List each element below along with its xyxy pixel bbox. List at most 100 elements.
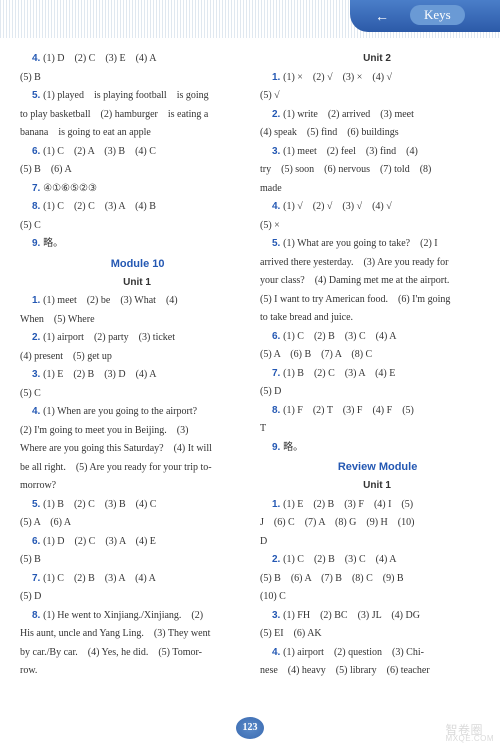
answer-line: your class? (4) Daming met me at the air… xyxy=(260,272,482,291)
answer-line: 5. (1) played is playing football is goi… xyxy=(20,87,242,106)
answer-line: (5) × xyxy=(260,217,482,236)
answer-line: 7. (1) B (2) C (3) A (4) E xyxy=(260,365,482,384)
watermark: 智卷圈 MXQE.COM xyxy=(446,721,494,743)
footer: 123 xyxy=(0,717,500,739)
answer-line: (4) speak (5) find (6) buildings xyxy=(260,124,482,143)
answer-number: 5. xyxy=(32,499,43,510)
answer-number: 8. xyxy=(272,405,283,416)
answer-line: try (5) soon (6) nervous (7) told (8) xyxy=(260,161,482,180)
answer-number: 7. xyxy=(272,368,283,379)
answer-line: 4. (1) airport (2) question (3) Chi- xyxy=(260,644,482,663)
answer-line: 4. (1) When are you going to the airport… xyxy=(20,403,242,422)
answer-line: be all right. (5) Are you ready for your… xyxy=(20,459,242,478)
answer-line: (5) √ xyxy=(260,87,482,106)
answer-line: 7. ④①⑥⑤②③ xyxy=(20,180,242,199)
answer-line: His aunt, uncle and Yang Ling. (3) They … xyxy=(20,625,242,644)
answer-number: 4. xyxy=(272,201,283,212)
answer-line: 1. (1) × (2) √ (3) × (4) √ xyxy=(260,69,482,88)
answer-line: 3. (1) meet (2) feel (3) find (4) xyxy=(260,143,482,162)
answer-line: Unit 1 xyxy=(260,477,482,496)
page-number: 123 xyxy=(236,717,264,739)
answer-number: 5. xyxy=(272,238,283,249)
answer-line: 3. (1) FH (2) BC (3) JL (4) DG xyxy=(260,607,482,626)
answer-number: 6. xyxy=(272,331,283,342)
answer-line: to take bread and juice. xyxy=(260,309,482,328)
answer-line: (5) D xyxy=(260,383,482,402)
answer-line: morrow? xyxy=(20,477,242,496)
answer-line: T xyxy=(260,420,482,439)
answer-number: 4. xyxy=(32,53,43,64)
answer-line: (5) A (6) B (7) A (8) C xyxy=(260,346,482,365)
answer-line: 2. (1) C (2) B (3) C (4) A xyxy=(260,551,482,570)
answer-line: (2) I'm going to meet you in Beijing. (3… xyxy=(20,422,242,441)
answer-line: 2. (1) write (2) arrived (3) meet xyxy=(260,106,482,125)
answer-line: 2. (1) airport (2) party (3) ticket xyxy=(20,329,242,348)
arrow-left-icon: ← xyxy=(375,10,389,26)
answer-line: banana is going to eat an apple xyxy=(20,124,242,143)
answer-number: 6. xyxy=(32,146,43,157)
answer-line: 1. (1) meet (2) be (3) What (4) xyxy=(20,292,242,311)
answer-line: 1. (1) E (2) B (3) F (4) I (5) xyxy=(260,496,482,515)
answer-number: 1. xyxy=(32,295,43,306)
answer-line: 8. (1) He went to Xinjiang./Xinjiang. (2… xyxy=(20,607,242,626)
answer-line: made xyxy=(260,180,482,199)
keys-label: Keys xyxy=(410,5,465,25)
answer-line: (5) I want to try American food. (6) I'm… xyxy=(260,291,482,310)
answer-line: When (5) Where xyxy=(20,311,242,330)
answer-line: Unit 2 xyxy=(260,50,482,69)
answer-number: 4. xyxy=(272,647,283,658)
header-strip: ← Keys xyxy=(0,0,500,38)
answer-number: 5. xyxy=(32,90,43,101)
answer-line: 7. (1) C (2) B (3) A (4) A xyxy=(20,570,242,589)
answer-line: (5) EI (6) AK xyxy=(260,625,482,644)
answer-line: 3. (1) E (2) B (3) D (4) A xyxy=(20,366,242,385)
answer-number: 8. xyxy=(32,201,43,212)
answer-line: 5. (1) B (2) C (3) B (4) C xyxy=(20,496,242,515)
answer-line: Where are you going this Saturday? (4) I… xyxy=(20,440,242,459)
answer-line: (5) B (6) A xyxy=(20,161,242,180)
answer-line: 8. (1) C (2) C (3) A (4) B xyxy=(20,198,242,217)
answer-line: (4) present (5) get up xyxy=(20,348,242,367)
answer-line: to play basketball (2) hamburger is eati… xyxy=(20,106,242,125)
answer-number: 2. xyxy=(272,109,283,120)
answer-line: (5) B xyxy=(20,551,242,570)
answer-line: 6. (1) C (2) A (3) B (4) C xyxy=(20,143,242,162)
answer-line: 9. 略。 xyxy=(20,235,242,254)
answer-line: (5) C xyxy=(20,385,242,404)
answer-number: 2. xyxy=(272,554,283,565)
answer-number: 1. xyxy=(272,72,283,83)
keys-tab: ← Keys xyxy=(350,0,500,32)
answer-key-body: 4. (1) D (2) C (3) E (4) A(5) B5. (1) pl… xyxy=(0,38,500,703)
answer-line: 4. (1) √ (2) √ (3) √ (4) √ xyxy=(260,198,482,217)
answer-number: 8. xyxy=(32,610,43,621)
answer-line: (5) D xyxy=(20,588,242,607)
watermark-sub: MXQE.COM xyxy=(446,734,494,743)
answer-line: (5) A (6) A xyxy=(20,514,242,533)
answer-line: (5) B xyxy=(20,69,242,88)
answer-number: 7. xyxy=(32,573,43,584)
answer-line: nese (4) heavy (5) library (6) teacher xyxy=(260,662,482,681)
answer-line: J (6) C (7) A (8) G (9) H (10) xyxy=(260,514,482,533)
answer-number: 9. xyxy=(272,442,283,453)
answer-number: 3. xyxy=(272,610,283,621)
answer-line: 6. (1) C (2) B (3) C (4) A xyxy=(260,328,482,347)
answer-number: 4. xyxy=(32,406,43,417)
answer-number: 3. xyxy=(272,146,283,157)
answer-line: row. xyxy=(20,662,242,681)
answer-line: Review Module xyxy=(260,457,482,477)
answer-line: (5) C xyxy=(20,217,242,236)
answer-number: 2. xyxy=(32,332,43,343)
answer-line: arrived there yesterday. (3) Are you rea… xyxy=(260,254,482,273)
answer-number: 3. xyxy=(32,369,43,380)
answer-line: 8. (1) F (2) T (3) F (4) F (5) xyxy=(260,402,482,421)
answer-line: 9. 略。 xyxy=(260,439,482,458)
answer-number: 9. xyxy=(32,238,43,249)
answer-line: Module 10 xyxy=(20,254,242,274)
answer-number: 6. xyxy=(32,536,43,547)
answer-number: 1. xyxy=(272,499,283,510)
answer-line: 6. (1) D (2) C (3) A (4) E xyxy=(20,533,242,552)
answer-line: Unit 1 xyxy=(20,274,242,293)
answer-line: (10) C xyxy=(260,588,482,607)
answer-line: 5. (1) What are you going to take? (2) I xyxy=(260,235,482,254)
answer-line: 4. (1) D (2) C (3) E (4) A xyxy=(20,50,242,69)
